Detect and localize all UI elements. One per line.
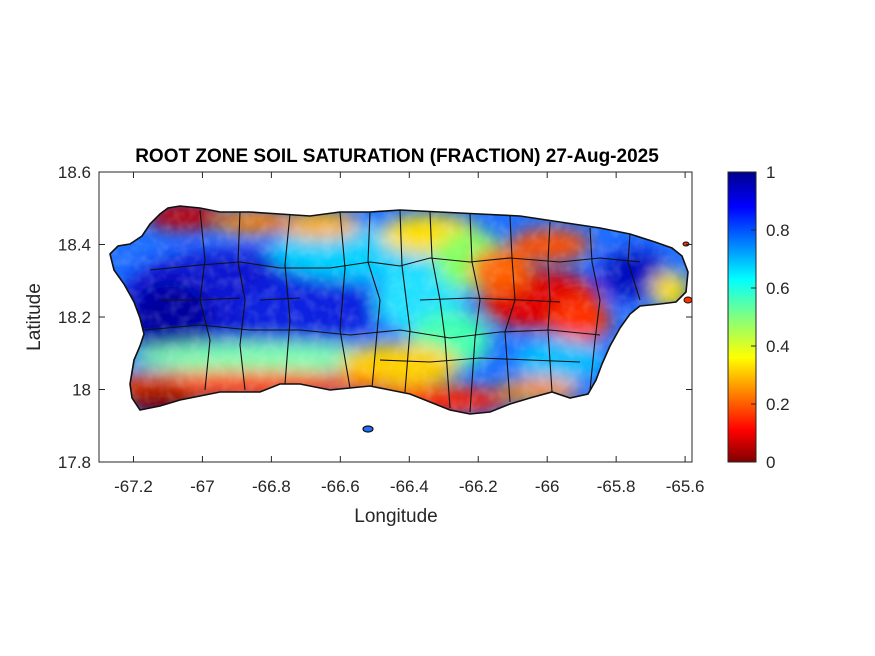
x-axis: -67.2 -67 -66.8 -66.6 -66.4 -66.2 -66 -65.8 -65.… [114,172,704,496]
x-tick-label: -67.2 [114,477,153,496]
x-tick-label: -65.6 [666,477,705,496]
x-tick-label: -66 [535,477,560,496]
y-tick-label: 18 [72,381,91,400]
y-axis-label: Latitude [24,283,45,351]
colorbar-axis: 0 0.2 0.4 0.6 0.8 1 [751,163,790,472]
y-tick-label: 18.2 [58,308,91,327]
colorbar-tick-label: 1 [766,163,775,182]
x-axis-label: Longitude [354,506,437,527]
x-tick-label: -67 [190,477,215,496]
small-island [362,425,374,433]
x-tick-label: -66.6 [321,477,360,496]
colorbar-tick-label: 0.8 [766,221,790,240]
colorbar [727,171,757,463]
colorbar-tick-label: 0.4 [766,337,790,356]
x-tick-label: -66.2 [459,477,498,496]
municipal-boundaries [144,209,641,413]
island-coastline [109,205,689,415]
y-tick-label: 18.6 [58,163,91,182]
chart-title: ROOT ZONE SOIL SATURATION (FRACTION) 27-… [135,146,659,167]
colorbar-tick-label: 0.6 [766,279,790,298]
x-tick-label: -66.8 [252,477,291,496]
y-tick-label: 18.4 [58,236,91,255]
y-tick-label: 17.8 [58,453,91,472]
x-tick-label: -65.8 [597,477,636,496]
y-axis: 17.8 18 18.2 18.4 18.6 [58,163,692,472]
colorbar-tick-label: 0 [766,453,775,472]
x-tick-label: -66.4 [390,477,429,496]
eastern-islet [683,296,693,304]
colorbar-tick-label: 0.2 [766,395,790,414]
